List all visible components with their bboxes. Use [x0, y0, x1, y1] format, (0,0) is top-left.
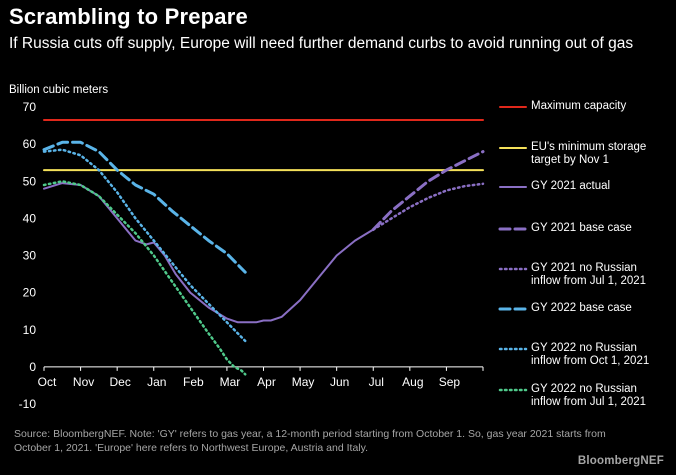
- y-tick-label: 30: [23, 249, 37, 263]
- chart-title: Scrambling to Prepare: [9, 4, 248, 29]
- series-line-8: [42, 180, 247, 376]
- x-tick-label: Feb: [183, 375, 204, 389]
- x-tick-label: Apr: [257, 375, 276, 389]
- x-tick-label: Jun: [330, 375, 349, 389]
- y-tick-label: 40: [23, 211, 37, 225]
- y-tick-label: 10: [23, 323, 37, 337]
- legend-swatch: [498, 267, 528, 271]
- legend-swatch: [499, 147, 527, 149]
- x-tick-label: Oct: [38, 375, 57, 389]
- series-line-3: [43, 182, 375, 324]
- legend-swatch: [498, 227, 528, 231]
- line-chart: -10 0 10 20 30 40 50 60 70 Oct Nov Dec Jan Feb Mar Apr M…: [19, 100, 485, 411]
- chart-subtitle: If Russia cuts off supply, Europe will n…: [9, 35, 634, 52]
- y-tick-label: 70: [23, 100, 37, 114]
- brand-logo-text: BloombergNEF: [577, 455, 664, 467]
- legend-label: GY 2021 base case: [531, 222, 632, 234]
- y-axis-unit-label: Billion cubic meters: [9, 84, 109, 96]
- legend-label: GY 2021 actual: [531, 180, 611, 192]
- x-tick-label: Dec: [109, 375, 130, 389]
- legend-label: GY 2022 no Russian inflow from Oct 1, 20…: [531, 342, 650, 367]
- legend-label: EU's minimum storage target by Nov 1: [531, 141, 647, 166]
- series-line-7: [42, 148, 247, 343]
- x-tick-label: Nov: [73, 375, 94, 389]
- x-tick-label: May: [292, 375, 315, 389]
- legend-swatch: [499, 186, 527, 188]
- x-tick-label: Jan: [147, 375, 166, 389]
- y-tick-label: 60: [23, 137, 37, 151]
- x-tick-label: Sep: [439, 375, 461, 389]
- legend-swatch: [499, 106, 527, 108]
- legend-swatch: [498, 388, 528, 392]
- x-tick-label: Aug: [402, 375, 423, 389]
- y-tick-label: 20: [23, 286, 37, 300]
- x-tick-label: Jul: [369, 375, 384, 389]
- y-tick-label: 0: [29, 360, 36, 374]
- chart-legend: Maximum capacity EU's minimum storage tar…: [498, 0, 674, 420]
- x-tick-label: Mar: [220, 375, 241, 389]
- legend-label: GY 2021 no Russian inflow from Jul 1, 20…: [531, 262, 647, 287]
- legend-label: GY 2022 base case: [531, 302, 632, 314]
- legend-label: Maximum capacity: [531, 100, 627, 112]
- legend-label: GY 2022 no Russian inflow from Jul 1, 20…: [531, 383, 647, 408]
- y-tick-label: 50: [23, 174, 37, 188]
- legend-swatch: [498, 307, 528, 311]
- series-line-5: [372, 182, 485, 231]
- source-note: Source: BloombergNEF. Note: 'GY' refers …: [14, 428, 606, 454]
- series-line-6: [42, 140, 247, 274]
- series-line-4: [371, 150, 485, 231]
- legend-swatch: [498, 347, 528, 351]
- y-tick-label: -10: [19, 397, 37, 411]
